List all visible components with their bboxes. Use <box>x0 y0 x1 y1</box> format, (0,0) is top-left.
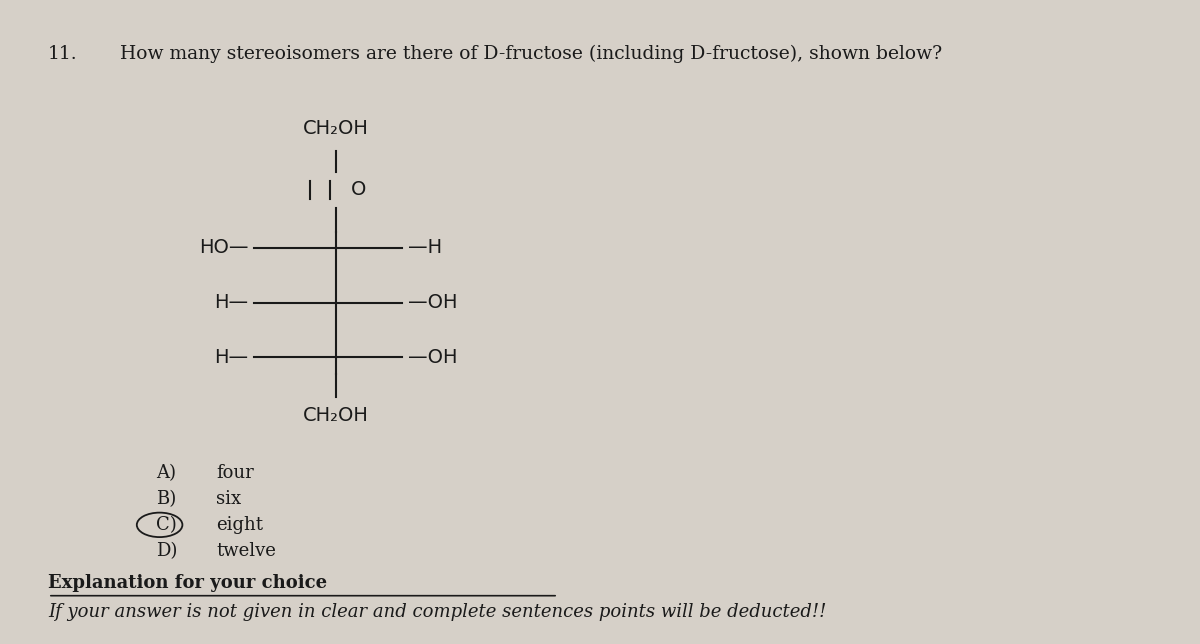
Text: six: six <box>216 490 241 508</box>
Text: four: four <box>216 464 253 482</box>
Text: B): B) <box>156 490 176 508</box>
Text: Explanation for your choice: Explanation for your choice <box>48 574 328 592</box>
Text: If your answer is not given in clear and complete sentences points will be deduc: If your answer is not given in clear and… <box>48 603 827 621</box>
Text: eight: eight <box>216 516 263 534</box>
Text: —H: —H <box>408 238 442 258</box>
Text: How many stereoisomers are there of D-fructose (including D-fructose), shown bel: How many stereoisomers are there of D-fr… <box>120 45 942 63</box>
Text: CH₂OH: CH₂OH <box>304 119 368 138</box>
Text: 11.: 11. <box>48 45 78 63</box>
Text: D): D) <box>156 542 178 560</box>
Text: H—: H— <box>215 293 248 312</box>
Text: CH₂OH: CH₂OH <box>304 406 368 425</box>
Text: H—: H— <box>215 348 248 367</box>
Text: C): C) <box>156 516 176 534</box>
Text: A): A) <box>156 464 176 482</box>
Text: —OH: —OH <box>408 348 457 367</box>
Text: O: O <box>350 180 366 200</box>
Text: HO—: HO— <box>199 238 248 258</box>
Text: twelve: twelve <box>216 542 276 560</box>
Text: —OH: —OH <box>408 293 457 312</box>
